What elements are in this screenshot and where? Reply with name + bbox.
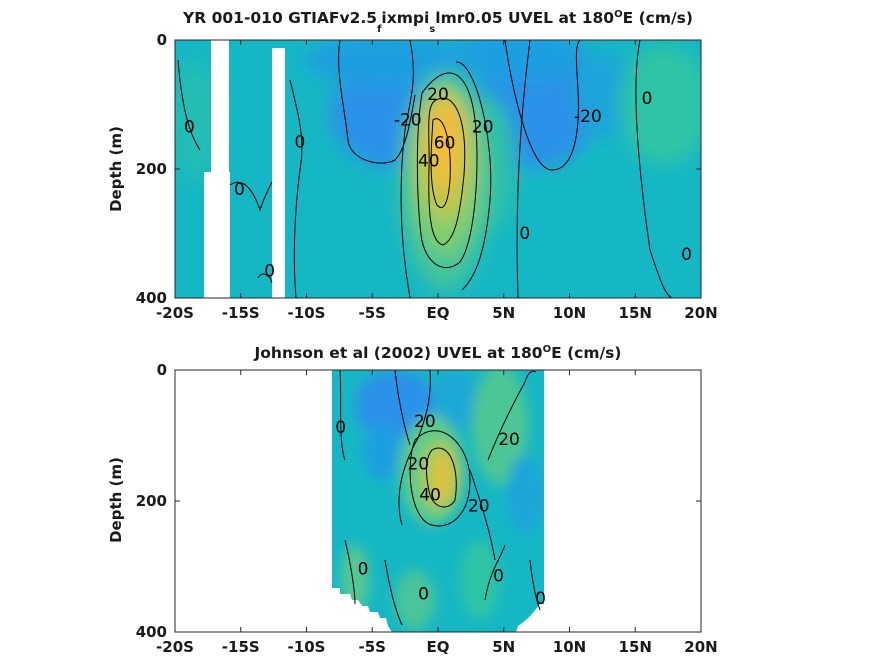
panel-b-contour-label: 0	[493, 567, 504, 587]
panel-b: Johnson et al (2002) UVEL at 180OE (cm/s…	[107, 344, 718, 656]
panel-b-xtick-label: -20S	[156, 638, 194, 656]
panel-b-xtick-label: EQ	[427, 638, 450, 656]
panel-a-xtick-label: 5N	[492, 304, 515, 322]
panel-b-xtick-label: 5N	[492, 638, 515, 656]
panel-a-ytick-label: 0	[157, 31, 167, 49]
panel-a-contour-label: 0	[295, 132, 306, 152]
panel-a-contour-label: 0	[264, 261, 275, 281]
panel-a-contour-label: 40	[418, 152, 440, 172]
panel-b-title-part: E (cm/s)	[551, 344, 621, 362]
panel-a-contour-label: 20	[427, 85, 449, 105]
panel-b-ytick-label: 200	[136, 492, 167, 510]
panel-a-contour-label: -20	[394, 110, 422, 130]
panel-a-xtick-label: -15S	[222, 304, 260, 322]
panel-b-title: Johnson et al (2002) UVEL at 180OE (cm/s…	[254, 344, 622, 362]
panel-b-contour-label: 0	[358, 559, 369, 579]
panel-a-ytick-label: 400	[136, 289, 167, 307]
panel-a-contour-label: 0	[642, 89, 653, 109]
panel-a-title-subscript: f	[377, 24, 382, 35]
panel-b-title-superscript: O	[543, 344, 552, 355]
panel-a-title-part: lmr0.05 UVEL at 180	[435, 9, 614, 27]
panel-b-xtick-label: -10S	[288, 638, 326, 656]
panel-b-contours	[339, 370, 541, 626]
panel-a-contour-label: 60	[434, 134, 456, 154]
panel-a-xtick-label: 10N	[553, 304, 586, 322]
panel-a-title-part: ixmpi	[381, 9, 429, 27]
panel-a-ylabel: Depth (m)	[107, 126, 125, 212]
panel-a-contour-label: 0	[519, 224, 530, 244]
panel-b-xtick-label: -5S	[359, 638, 386, 656]
panel-a-contour-label: -20	[574, 107, 602, 127]
panel-b-contour-label: 40	[419, 485, 441, 505]
panel-b-contour-label: 20	[414, 412, 436, 432]
panel-b-ytick-label: 0	[157, 361, 167, 379]
panel-b-contour-label: 0	[535, 589, 546, 609]
panel-a-contour-label: 0	[184, 117, 195, 137]
panel-a-ytick-label: 200	[136, 160, 167, 178]
panel-b-contour-label: 0	[418, 584, 429, 604]
panel-a-xtick-label: EQ	[427, 304, 450, 322]
panel-a-contour-label: 20	[472, 117, 494, 137]
panel-b-xtick-label: 20N	[684, 638, 717, 656]
panel-b-field	[332, 370, 544, 632]
panel-b-title-part: Johnson et al (2002) UVEL at 180	[254, 344, 543, 362]
panel-b-contour-label: 20	[407, 455, 429, 475]
panel-a-title-part: E (cm/s)	[623, 9, 693, 27]
panel-b-contour-label: 20	[498, 430, 520, 450]
panel-a-xtick-label: -20S	[156, 304, 194, 322]
panel-a-title-part: YR 001-010 GTIAFv2.5	[182, 9, 377, 27]
panel-a-title-subscript: s	[429, 24, 435, 35]
panel-a-contours	[177, 40, 673, 298]
panel-b-contour-label: 20	[468, 497, 490, 517]
panel-a-title-superscript: O	[614, 9, 623, 20]
panel-a: YR 001-010 GTIAFv2.5fixmpislmr0.05 UVEL …	[107, 9, 718, 322]
panel-b-contour-labels: 0 20 20 40 20 20 0 0 0 0	[335, 412, 546, 609]
panel-a-xtick-label: -5S	[359, 304, 386, 322]
panel-b-contour-label: 0	[335, 418, 346, 438]
panel-a-xtick-label: 20N	[684, 304, 717, 322]
panel-a-xtick-label: 15N	[619, 304, 652, 322]
panel-b-ytick-label: 400	[136, 623, 167, 641]
panel-b-xtick-label: 10N	[553, 638, 586, 656]
panel-a-contour-label: 0	[681, 245, 692, 265]
panel-b-xtick-label: -15S	[222, 638, 260, 656]
panel-a-xtick-label: -10S	[288, 304, 326, 322]
panel-b-xtick-label: 15N	[619, 638, 652, 656]
panel-a-field	[175, 40, 701, 298]
panel-a-title: YR 001-010 GTIAFv2.5fixmpislmr0.05 UVEL …	[182, 9, 693, 35]
panel-a-contour-label: 0	[234, 180, 245, 200]
panel-b-ylabel: Depth (m)	[107, 457, 125, 543]
